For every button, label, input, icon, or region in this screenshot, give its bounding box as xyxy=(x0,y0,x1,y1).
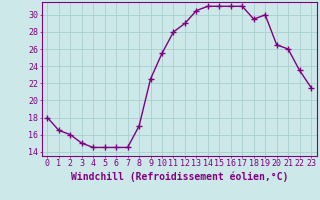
X-axis label: Windchill (Refroidissement éolien,°C): Windchill (Refroidissement éolien,°C) xyxy=(70,171,288,182)
